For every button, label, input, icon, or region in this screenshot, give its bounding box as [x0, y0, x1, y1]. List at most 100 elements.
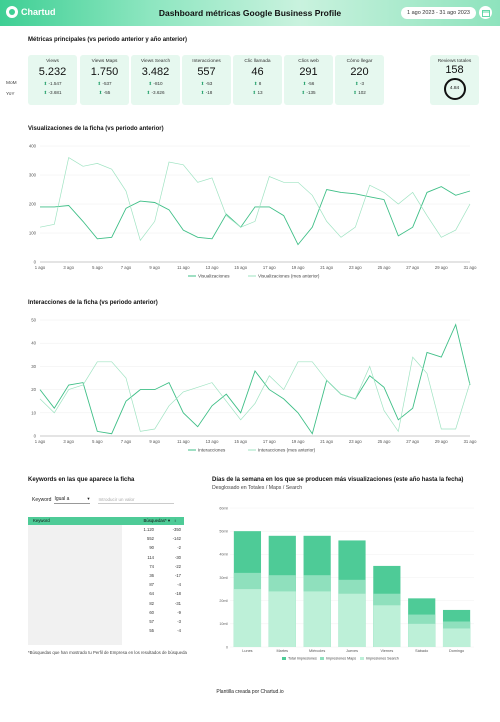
- category-label: Viernes: [380, 649, 393, 653]
- calendar-button[interactable]: [479, 6, 492, 19]
- table-row: 1.120 -350: [122, 525, 184, 534]
- x-tick-label: 25 ago: [378, 439, 391, 444]
- x-tick-label: 11 ago: [177, 439, 190, 444]
- weekday-bar-chart: 0 10mil 20mil 30mil 40mil 50mil 60mil Lunes Mart…: [219, 506, 474, 661]
- filter-operator-select[interactable]: Igual a ▼: [54, 496, 91, 504]
- mom-value: -3: [359, 81, 365, 86]
- x-tick-label: 29 ago: [435, 439, 448, 444]
- category-label: Miércoles: [309, 649, 325, 653]
- x-tick-label: 19 ago: [292, 265, 305, 270]
- table-header: Keyword Búsquedas* ▾ ↕: [28, 517, 184, 525]
- kpi-name: Views Search: [140, 59, 171, 64]
- y-tick-label: 30: [31, 364, 36, 369]
- searches-value: 55: [149, 628, 154, 634]
- kpi-value: 291: [299, 66, 318, 78]
- x-tick-label: 1 ago: [35, 265, 46, 270]
- table-row: 74 -22: [122, 562, 184, 571]
- x-tick-label: 27 ago: [406, 265, 419, 270]
- y-tick-label: 0: [34, 260, 37, 265]
- table-row: 82 -31: [122, 599, 184, 608]
- kpi-mom-delta: ⬍ 8: [233, 81, 282, 87]
- yoy-row-label: YoY: [6, 92, 15, 97]
- legend-label: Impresiones Maps: [326, 657, 356, 661]
- col-keyword[interactable]: Keyword: [33, 518, 50, 523]
- table-row: 114 -30: [122, 553, 184, 562]
- kpi-yoy-delta: ⬍ -3.626: [131, 90, 180, 96]
- table-row: 36 -17: [122, 571, 184, 580]
- chart2-title: Interacciones de la ficha (vs periodo an…: [28, 300, 158, 306]
- kpi-mom-delta: ⬍ -3: [335, 81, 384, 87]
- kpi-mom-delta: ⬍ -537: [80, 81, 129, 87]
- legend-label: Interacciones: [198, 448, 226, 453]
- legend-label: Impresiones Search: [366, 657, 399, 661]
- searches-value: 60: [149, 609, 154, 615]
- kpi-yoy-delta: ⬍ -3.681: [28, 90, 77, 96]
- trend-arrow-icon: ⬍: [200, 81, 205, 86]
- searches-value: 552: [147, 536, 154, 542]
- searches-delta: -350: [172, 527, 181, 532]
- mom-value: -1.547: [48, 81, 62, 86]
- trend-arrow-icon: ⬍: [43, 81, 48, 86]
- y-tick-label: 30mil: [219, 576, 228, 580]
- filter-value-input[interactable]: Introducir un valor: [98, 497, 175, 504]
- trend-arrow-icon: ⬍: [301, 90, 306, 95]
- table-values: 1.120 -350 552 -142 90 -2 114 -30 74 -22 36 -17 87 -4…: [122, 525, 184, 645]
- kpi-value: 5.232: [38, 66, 67, 78]
- table-row: 90 -2: [122, 543, 184, 552]
- legend-swatch: [360, 657, 364, 660]
- page-title: Dashboard métricas Google Business Profi…: [158, 8, 342, 18]
- calendar-icon: [481, 9, 490, 17]
- searches-delta: -142: [172, 536, 181, 542]
- keywords-title: Keywords en las que aparece la ficha: [28, 477, 135, 483]
- bar-2: [268, 591, 296, 647]
- category-label: Martes: [276, 649, 288, 653]
- y-tick-label: 0: [226, 645, 228, 649]
- kpi-value: 46: [251, 66, 264, 78]
- y-tick-label: 100: [29, 231, 37, 236]
- kpi-card-reviews: Reviews totales 158 4.84: [430, 55, 479, 105]
- y-tick-label: 40mil: [219, 553, 228, 557]
- searches-delta: -9: [177, 609, 181, 615]
- y-tick-label: 50mil: [219, 529, 228, 533]
- kpi-card: Views Search 3.482 ⬍ -810 ⬍ -3.626: [131, 55, 180, 105]
- y-tick-label: 200: [29, 202, 37, 207]
- trend-arrow-icon: ⬍: [146, 90, 151, 95]
- searches-delta: -4: [177, 628, 181, 634]
- kpi-card: Cómo llegar 220 ⬍ -3 ⬍ 102: [335, 55, 384, 105]
- searches-value: 57: [149, 618, 154, 624]
- legend-swatch: [320, 657, 324, 660]
- searches-value: 87: [149, 582, 154, 588]
- date-range-selector[interactable]: 1 ago 2023 - 31 ago 2023: [400, 7, 476, 19]
- filter-label: Keyword: [32, 497, 52, 503]
- kpi-section-title: Métricas principales (vs periodo anterio…: [28, 37, 188, 43]
- searches-value: 64: [149, 591, 154, 597]
- table-row: 60 -9: [122, 608, 184, 617]
- searches-value: 74: [149, 563, 154, 569]
- legend-label: Interacciones (mes anterior): [258, 448, 316, 453]
- kpi-card: Clics web 291 ⬍ -56 ⬍ -135: [284, 55, 333, 105]
- chart-legend: Interacciones Interacciones (mes anterior…: [188, 448, 316, 453]
- x-tick-label: 5 ago: [92, 265, 103, 270]
- kpi-card: Interacciones 557 ⬍ -53 ⬍ -18: [182, 55, 231, 105]
- category-label: Jueves: [346, 649, 358, 653]
- yoy-value: -3.626: [151, 90, 165, 95]
- searches-delta: -4: [177, 582, 181, 588]
- sort-indicator-icon[interactable]: ↕: [174, 518, 176, 523]
- col-busquedas[interactable]: Búsquedas* ▾: [143, 518, 170, 523]
- legend-label: Total Impresiones: [288, 657, 317, 661]
- table-row: 87 -4: [122, 580, 184, 589]
- kpi-mom-delta: ⬍ -1.547: [28, 81, 77, 87]
- trend-arrow-icon: ⬍: [97, 81, 102, 86]
- mom-row-label: MoM: [6, 81, 17, 86]
- searches-delta: -22: [174, 563, 181, 569]
- searches-delta: -31: [174, 600, 181, 606]
- kpi-value: 3.482: [141, 66, 170, 78]
- keyword-column-masked: [28, 525, 122, 645]
- filter-operator-value: Igual a: [54, 496, 70, 502]
- table-row: 57 -3: [122, 617, 184, 626]
- keywords-footnote: *Búsquedas que han mostrado tu Perfil de…: [28, 650, 187, 655]
- x-tick-label: 29 ago: [435, 265, 448, 270]
- yoy-value: -3.681: [48, 90, 62, 95]
- kpi-value: 158: [445, 64, 464, 76]
- header-bar: Chartud Dashboard métricas Google Busine…: [0, 0, 500, 26]
